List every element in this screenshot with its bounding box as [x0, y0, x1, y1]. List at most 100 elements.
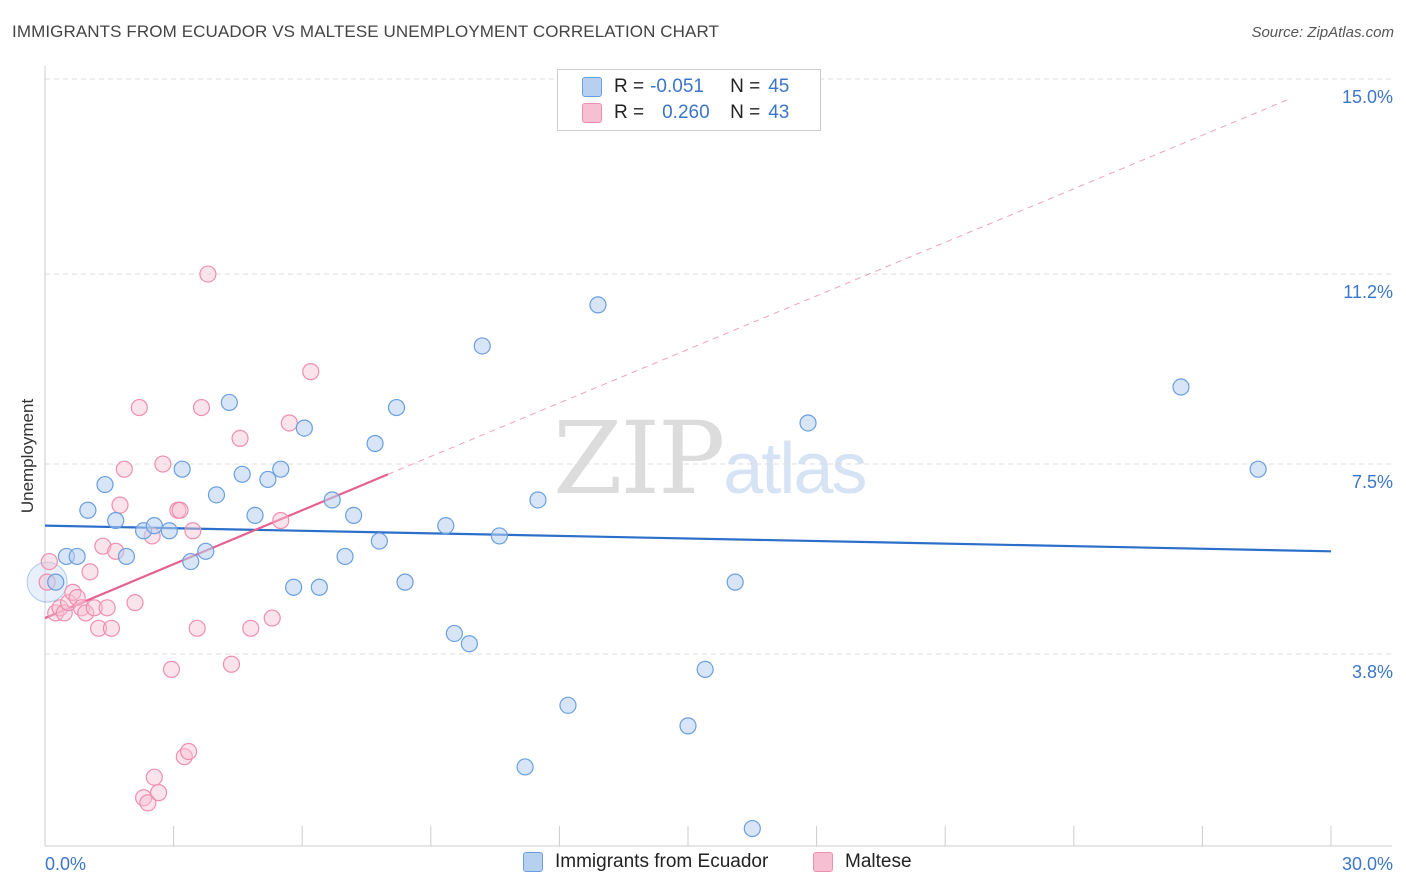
legend-r-value: -0.051	[650, 76, 704, 97]
ecuador-point	[529, 491, 547, 509]
ecuador-point	[696, 660, 714, 678]
ecuador-point	[460, 635, 478, 653]
ecuador-point	[246, 506, 264, 524]
maltese-point	[280, 414, 298, 432]
maltese-point	[188, 619, 206, 637]
ecuador-point	[387, 398, 406, 417]
y-tick-label: 15.0%	[1342, 87, 1393, 107]
legend-label: Maltese	[845, 851, 912, 872]
maltese-point	[94, 537, 112, 555]
ecuador-point	[345, 506, 363, 524]
legend-n-value: 43	[768, 102, 790, 123]
maltese-point	[68, 588, 86, 607]
maltese-point	[222, 655, 241, 673]
ecuador-trend-line	[44, 524, 1332, 553]
maltese-point	[145, 768, 163, 786]
ecuador-point	[160, 522, 178, 540]
maltese-point	[199, 265, 217, 283]
ecuador-point	[799, 414, 817, 432]
maltese-point	[102, 619, 121, 637]
ecuador-point	[743, 819, 761, 838]
legend-r-value: 0.260	[662, 102, 710, 123]
y-axis-label: Unemployment	[18, 398, 37, 514]
maltese-point	[55, 604, 73, 622]
grid-layer	[45, 78, 1392, 655]
maltese-point	[40, 552, 58, 571]
maltese-point	[81, 563, 99, 581]
x-tick-label: 30.0%	[1342, 854, 1393, 874]
maltese-point	[184, 522, 202, 540]
maltese-point	[180, 742, 198, 761]
ecuador-point	[726, 573, 744, 591]
x-tick-label: 0.0%	[45, 854, 86, 874]
axis-layer	[44, 66, 1392, 847]
maltese-point	[272, 511, 290, 530]
ecuador-point	[182, 552, 200, 571]
trend-layer	[44, 99, 1332, 620]
maltese-point	[171, 501, 189, 519]
maltese-point	[139, 794, 157, 812]
correlation-legend: R = -0.051 N = 45 R = 0.260 N = 43	[557, 69, 821, 131]
ecuador-point	[323, 491, 341, 509]
y-tick-label: 7.5%	[1352, 472, 1393, 492]
legend-item-ecuador[interactable]: Immigrants from Ecuador	[523, 851, 768, 873]
maltese-point	[242, 619, 260, 637]
maltese-point	[77, 604, 95, 622]
legend-r-label: R =	[614, 76, 645, 97]
ecuador-point	[285, 578, 303, 596]
ecuador-point	[336, 547, 354, 566]
point-layer	[26, 265, 1267, 838]
ecuador-point	[220, 393, 238, 412]
legend-item-maltese[interactable]: Maltese	[813, 851, 912, 873]
ecuador-point	[295, 419, 313, 437]
ecuador-point	[96, 475, 114, 494]
ecuador-point	[437, 517, 455, 535]
maltese-point	[192, 398, 211, 417]
legend-r-label: R =	[614, 102, 645, 123]
ecuador-point	[173, 460, 191, 478]
ecuador-point	[79, 501, 97, 519]
ecuador-point	[47, 573, 65, 591]
ecuador-point	[272, 460, 290, 478]
tick-label-layer: 3.8% 7.5% 11.2% 15.0% 0.0% 30.0%	[45, 87, 1393, 874]
maltese-point	[111, 496, 129, 514]
legend-swatch-blue	[523, 852, 543, 872]
watermark: ZIPatlas	[553, 400, 867, 517]
ecuador-point	[233, 465, 251, 483]
ecuador-point	[445, 624, 463, 643]
maltese-point	[126, 594, 144, 612]
maltese-point	[98, 599, 116, 617]
source-label: Source: ZipAtlas.com	[1251, 24, 1394, 41]
y-tick-label: 11.2%	[1343, 282, 1393, 302]
ecuador-point	[396, 573, 414, 591]
maltese-point	[263, 609, 281, 627]
ecuador-point	[366, 434, 384, 453]
series-legend: Immigrants from Ecuador Maltese	[0, 851, 1406, 877]
maltese-point	[302, 363, 320, 381]
watermark-atlas: atlas	[723, 429, 867, 509]
legend-label: Immigrants from Ecuador	[555, 851, 769, 872]
maltese-trend-extension	[387, 99, 1289, 475]
ecuador-point	[107, 511, 125, 530]
legend-row-ecuador: R = -0.051 N = 45	[582, 74, 789, 100]
maltese-point	[130, 398, 148, 417]
maltese-point	[162, 660, 181, 678]
ecuador-point	[473, 337, 491, 355]
maltese-point	[149, 784, 168, 802]
maltese-point	[89, 619, 108, 637]
ecuador-point	[259, 470, 277, 489]
maltese-point	[85, 599, 103, 617]
ecuador-point	[516, 758, 534, 776]
legend-row-maltese: R = 0.260 N = 43	[582, 100, 789, 126]
ecuador-point	[559, 696, 577, 714]
chart-title: IMMIGRANTS FROM ECUADOR VS MALTESE UNEMP…	[12, 22, 720, 41]
maltese-point	[59, 594, 78, 612]
legend-swatch-pink	[813, 852, 833, 872]
legend-n-label: N =	[730, 76, 761, 97]
ecuador-point	[145, 517, 163, 535]
legend-n-value: 45	[768, 76, 790, 97]
ecuador-point	[310, 578, 328, 596]
maltese-point	[231, 429, 249, 447]
ecuador-point	[490, 527, 508, 545]
